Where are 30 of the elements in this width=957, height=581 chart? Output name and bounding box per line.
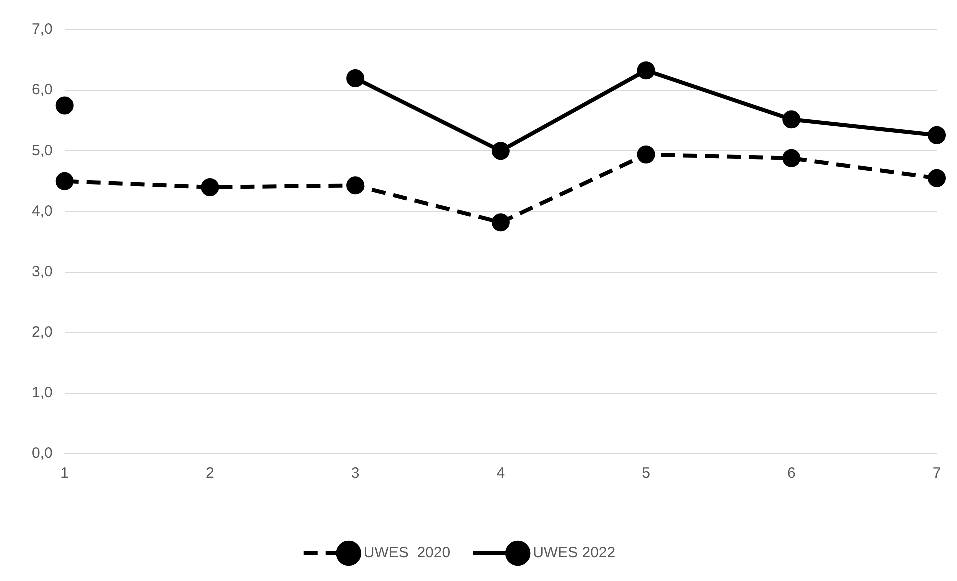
point: [928, 169, 946, 188]
point: [56, 96, 74, 115]
x-tick-label: 4: [496, 465, 506, 482]
point: [346, 176, 365, 195]
legend-label: UWES 2020: [364, 544, 451, 562]
point: [201, 178, 220, 196]
legend-label: UWES 2022: [533, 544, 616, 562]
x-tick-label: 6: [787, 465, 796, 482]
point: [492, 142, 510, 160]
x-tick-label: 7: [932, 465, 942, 482]
y-tick-label: 3,0: [32, 263, 53, 280]
y-tick-label: 0,0: [32, 445, 53, 462]
y-tick-label: 6,0: [32, 82, 53, 99]
point: [637, 62, 656, 80]
point: [782, 110, 801, 129]
y-tick-label: 1,0: [32, 384, 53, 402]
x-tick-label: 3: [351, 465, 360, 482]
y-tick-label: 2,0: [32, 324, 53, 341]
y-tick-label: 4,0: [32, 202, 53, 220]
x-tick-label: 5: [642, 465, 650, 482]
y-tick-label: 7,0: [32, 21, 53, 38]
x-tick-label: 2: [206, 465, 214, 482]
point: [637, 146, 656, 164]
x-tick-label: 1: [60, 465, 70, 482]
point: [928, 126, 946, 144]
point: [782, 149, 801, 168]
point: [492, 214, 510, 232]
point: [346, 69, 365, 88]
y-tick-label: 5,0: [32, 142, 53, 160]
point: [56, 172, 74, 190]
